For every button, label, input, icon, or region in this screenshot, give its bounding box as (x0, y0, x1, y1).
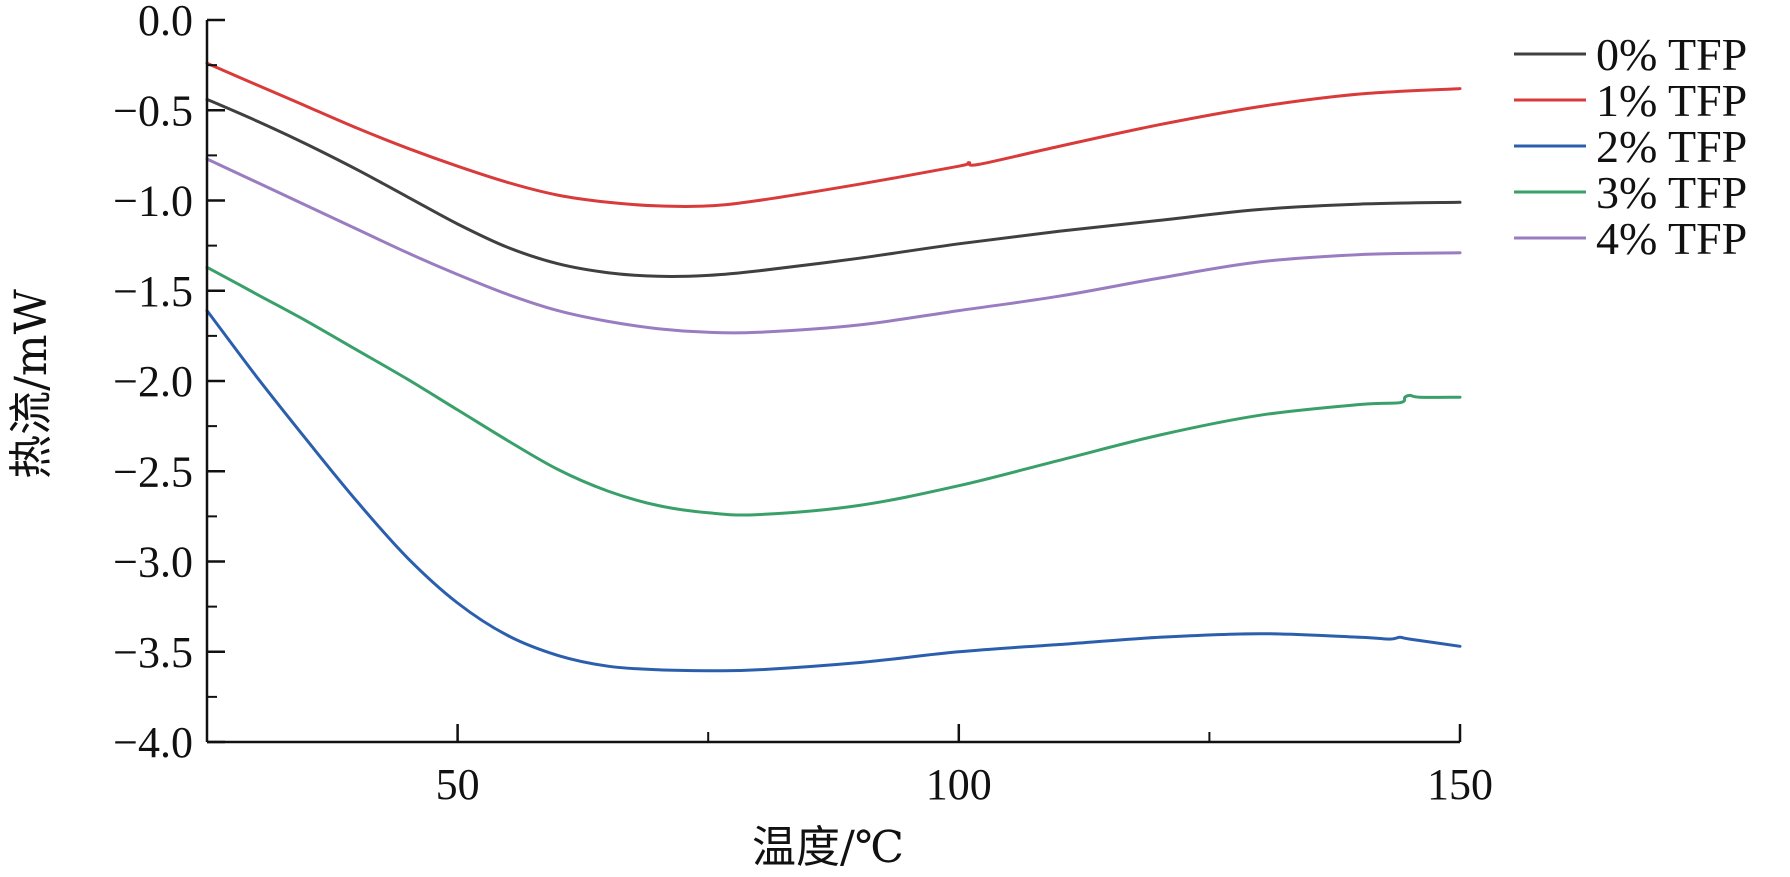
legend-label-1: 1% TFP (1596, 75, 1747, 126)
series-line-4 (205, 157, 1462, 335)
legend-label-2: 2% TFP (1596, 121, 1747, 172)
series-line-2 (205, 309, 1462, 673)
y-tick-label: −2.5 (113, 447, 193, 496)
legend-label-3: 3% TFP (1596, 167, 1747, 218)
axes (205, 18, 1462, 744)
y-tick-label: −1.5 (113, 267, 193, 316)
series-line-0 (205, 97, 1462, 278)
x-axis-title: 温度/℃ (752, 822, 904, 873)
y-tick-label: 0.0 (138, 0, 193, 45)
y-tick-label: −0.5 (113, 86, 193, 135)
y-tick-label: −2.0 (113, 357, 193, 406)
y-tick-label: −3.0 (113, 538, 193, 587)
y-tick-label: −3.5 (113, 628, 193, 677)
plot-lines (205, 61, 1462, 673)
series-line-3 (205, 265, 1462, 517)
x-tick-label: 150 (1427, 760, 1493, 809)
legend-label-0: 0% TFP (1596, 29, 1747, 80)
legend-label-4: 4% TFP (1596, 213, 1747, 264)
y-axis-title: 热流/mW (6, 288, 57, 479)
x-tick-label: 100 (926, 760, 992, 809)
x-tick-label: 50 (436, 760, 480, 809)
y-tick-label: −1.0 (113, 177, 193, 226)
series-line-1 (205, 61, 1462, 208)
y-tick-label: −4.0 (113, 718, 193, 767)
tick-labels: 0.0 −0.5 −1.0 −1.5 −2.0 −2.5 −3.0 −3.5 −4.0 50 100… (113, 0, 1493, 809)
